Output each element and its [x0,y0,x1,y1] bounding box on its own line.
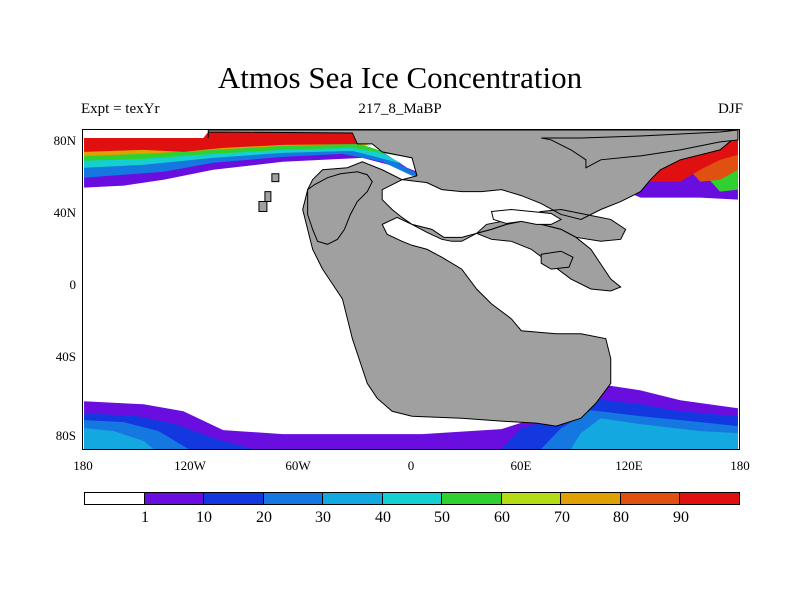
lat-label-80n: 80N [53,133,76,148]
colorbar-label-50: 50 [434,509,450,526]
land-small-west [264,191,272,203]
ice-south-30 [84,428,154,449]
colorbar-label-1: 1 [141,509,149,526]
lat-label-80s: 80S [55,428,76,443]
land-north-east [541,130,739,169]
colorbar-label-70: 70 [554,509,570,526]
colorbar-cell-6 [442,493,502,504]
ice-north-90 [84,131,373,152]
colorbar [84,492,740,505]
colorbar-label-90: 90 [673,509,689,526]
chart-title: Atmos Sea Ice Concentration [217,60,583,95]
lon-label-120e: 120E [615,458,643,473]
ice-south-30-east [570,418,738,449]
colorbar-label-80: 80 [613,509,629,526]
colorbar-cell-10 [680,493,740,504]
land-small-island [271,173,280,183]
land-island-south [540,250,574,270]
lon-label-60w: 60W [285,458,311,473]
colorbar-label-10: 10 [196,509,212,526]
colorbar-cell-9 [620,493,681,504]
sea-ice-map [82,129,740,450]
lon-label-180e: 180 [730,458,750,473]
colorbar-cell-4 [323,493,383,504]
colorbar-label-20: 20 [256,509,272,526]
experiment-label: Expt = texYr [81,101,160,117]
lon-label-60e: 60E [510,458,532,473]
lon-label-180w: 180 [73,458,93,473]
colorbar-cell-3 [263,493,324,504]
colorbar-cell-5 [382,493,443,504]
colorbar-label-30: 30 [315,509,331,526]
colorbar-cell-0 [85,493,145,504]
time-label: 217_8_MaBP [358,101,442,117]
land-ridge [307,171,373,245]
lon-label-0: 0 [407,458,415,473]
colorbar-cell-8 [561,493,621,504]
land-lake-bay [490,209,563,225]
lat-label-40s: 40S [55,349,76,364]
lat-label-eq: 0 [69,277,77,292]
lon-label-120w: 120W [174,458,206,473]
colorbar-cell-7 [501,493,562,504]
colorbar-label-40: 40 [375,509,391,526]
season-label: DJF [717,101,743,117]
land-small-west-2 [258,201,268,212]
colorbar-cell-1 [144,493,205,504]
lat-label-40n: 40N [53,205,76,220]
colorbar-label-60: 60 [494,509,510,526]
colorbar-cell-2 [204,493,264,504]
